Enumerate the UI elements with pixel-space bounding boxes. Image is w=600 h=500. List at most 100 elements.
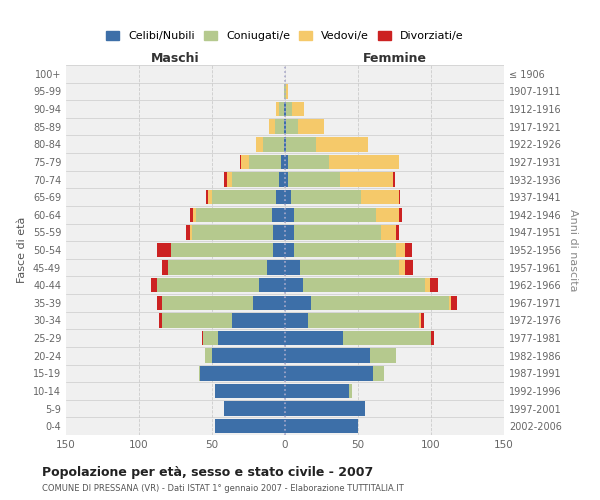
Bar [157,243,171,257]
Bar [232,314,285,328]
Bar [157,296,163,310]
Legend: Celibi/Nubili, Coniugati/e, Vedovi/e, Divorziati/e: Celibi/Nubili, Coniugati/e, Vedovi/e, Di… [102,26,468,46]
Bar [212,348,285,363]
Bar [241,154,248,169]
Bar [190,225,191,240]
Bar [405,243,412,257]
Bar [286,84,288,98]
Bar [285,190,291,204]
Bar [421,314,424,328]
Bar [268,260,285,275]
Bar [299,260,399,275]
Bar [196,208,272,222]
Bar [285,331,343,345]
Bar [370,348,396,363]
Bar [186,225,190,240]
Bar [285,84,286,98]
Bar [396,243,405,257]
Bar [285,348,370,363]
Bar [285,402,365,416]
Bar [202,331,203,345]
Text: Femmine: Femmine [362,52,427,65]
Bar [361,190,399,204]
Bar [281,154,285,169]
Bar [157,278,259,292]
Bar [151,278,157,292]
Bar [449,296,451,310]
Bar [308,314,419,328]
Bar [298,120,325,134]
Bar [276,102,279,117]
Bar [340,172,393,186]
Bar [240,154,241,169]
Bar [163,314,232,328]
Bar [285,260,299,275]
Bar [288,172,340,186]
Bar [382,225,396,240]
Bar [284,137,285,152]
Bar [259,278,285,292]
Bar [294,243,396,257]
Bar [212,190,276,204]
Bar [276,190,285,204]
Bar [285,314,308,328]
Bar [206,190,208,204]
Bar [294,225,382,240]
Bar [232,172,279,186]
Bar [190,208,193,222]
Bar [396,225,399,240]
Bar [343,331,431,345]
Y-axis label: Fasce di età: Fasce di età [17,217,27,283]
Bar [279,102,284,117]
Bar [284,120,285,134]
Bar [203,331,218,345]
Bar [285,120,286,134]
Bar [431,331,434,345]
Bar [224,402,285,416]
Bar [376,208,399,222]
Bar [284,84,285,98]
Bar [286,137,316,152]
Y-axis label: Anni di nascita: Anni di nascita [568,209,578,291]
Bar [285,154,288,169]
Bar [285,243,294,257]
Bar [269,120,275,134]
Bar [205,348,212,363]
Bar [425,278,430,292]
Bar [199,366,200,380]
Bar [349,384,352,398]
Bar [263,137,284,152]
Text: COMUNE DI PRESSANA (VR) - Dati ISTAT 1° gennaio 2007 - Elaborazione TUTTITALIA.I: COMUNE DI PRESSANA (VR) - Dati ISTAT 1° … [42,484,404,493]
Bar [285,172,288,186]
Bar [292,102,304,117]
Bar [291,190,361,204]
Bar [285,225,294,240]
Bar [285,384,349,398]
Bar [200,366,285,380]
Bar [163,296,253,310]
Bar [168,260,268,275]
Bar [285,208,294,222]
Bar [215,384,285,398]
Bar [191,225,274,240]
Bar [224,172,227,186]
Bar [160,314,163,328]
Bar [163,260,168,275]
Bar [294,208,376,222]
Bar [451,296,457,310]
Bar [171,243,274,257]
Bar [253,296,285,310]
Bar [302,278,425,292]
Text: Maschi: Maschi [151,52,200,65]
Bar [285,419,358,434]
Bar [311,296,449,310]
Bar [285,278,302,292]
Bar [373,366,384,380]
Text: Popolazione per età, sesso e stato civile - 2007: Popolazione per età, sesso e stato civil… [42,466,373,479]
Bar [316,137,368,152]
Bar [430,278,438,292]
Bar [218,331,285,345]
Bar [329,154,399,169]
Bar [285,137,286,152]
Bar [285,366,373,380]
